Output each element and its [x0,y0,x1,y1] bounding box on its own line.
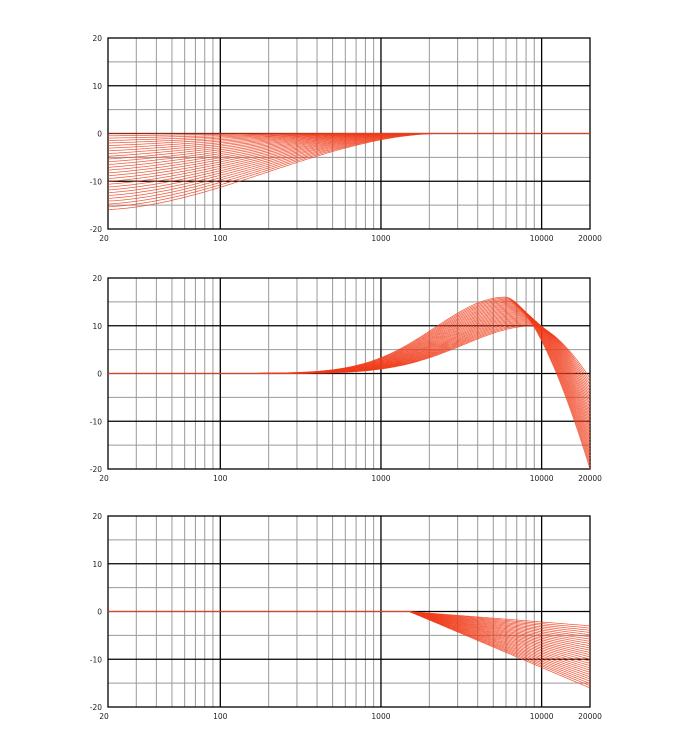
x-tick-label: 20 [99,474,109,483]
chart-panel-1: 20 10 0 -10 -20 20 100 1000 10000 20000 [0,0,699,250]
response-curve [108,319,591,398]
response-curve [108,300,591,457]
y-tick-label: 10 [92,560,102,569]
response-curve [108,611,591,647]
y-tick-label: 20 [92,34,102,43]
grid [107,277,591,470]
chart-panel-2: 20 10 0 -10 -20 20 100 1000 10000 20000 [0,240,699,490]
y-tick-label: 0 [97,608,102,617]
x-tick-label: 10000 [530,234,554,243]
curve-family [108,611,591,689]
response-curve [108,611,591,673]
x-tick-label: 100 [213,474,228,483]
y-tick-label: -10 [90,655,102,664]
y-tick-label: -20 [90,703,102,712]
response-curve [108,321,591,392]
x-tick-label: 10000 [530,474,554,483]
response-curve [108,320,591,395]
y-tick-label: 10 [92,322,102,331]
response-curve [108,313,591,418]
response-curve [108,322,591,389]
y-tick-label: -20 [90,465,102,474]
y-tick-label: 0 [97,130,102,139]
response-curve [108,323,591,385]
response-curve [108,611,591,631]
y-tick-label: 0 [97,370,102,379]
response-curve [108,317,591,405]
curve-family [107,133,590,210]
x-tick-label: 100 [213,712,228,721]
y-tick-label: 10 [92,82,102,91]
x-tick-label: 20000 [578,474,602,483]
response-curve [108,312,591,421]
curve-family [108,296,591,470]
chart-panel-3: 20 10 0 -10 -20 20 100 1000 10000 20000 [0,478,699,728]
x-tick-label: 20 [99,712,109,721]
response-curve [108,299,591,460]
x-tick-label: 20000 [578,712,602,721]
y-tick-label: -20 [90,225,102,234]
response-curve [108,611,591,627]
response-curve [108,314,591,415]
response-curve [108,611,591,684]
response-curve [108,315,591,411]
response-curve [108,296,591,470]
x-tick-label: 1000 [371,234,390,243]
x-tick-label: 20 [99,234,109,243]
x-tick-label: 1000 [371,712,390,721]
y-tick-label: 20 [92,512,102,521]
y-tick-label: 20 [92,274,102,283]
x-tick-label: 10000 [530,712,554,721]
y-tick-label: -10 [90,417,102,426]
response-curve [108,318,591,402]
x-tick-label: 100 [213,234,228,243]
x-tick-label: 20000 [578,234,602,243]
x-tick-label: 1000 [371,474,390,483]
response-curve [108,325,591,379]
y-tick-label: -10 [90,177,102,186]
response-curve [108,316,591,408]
response-curve [107,133,590,199]
response-curve [108,611,591,658]
